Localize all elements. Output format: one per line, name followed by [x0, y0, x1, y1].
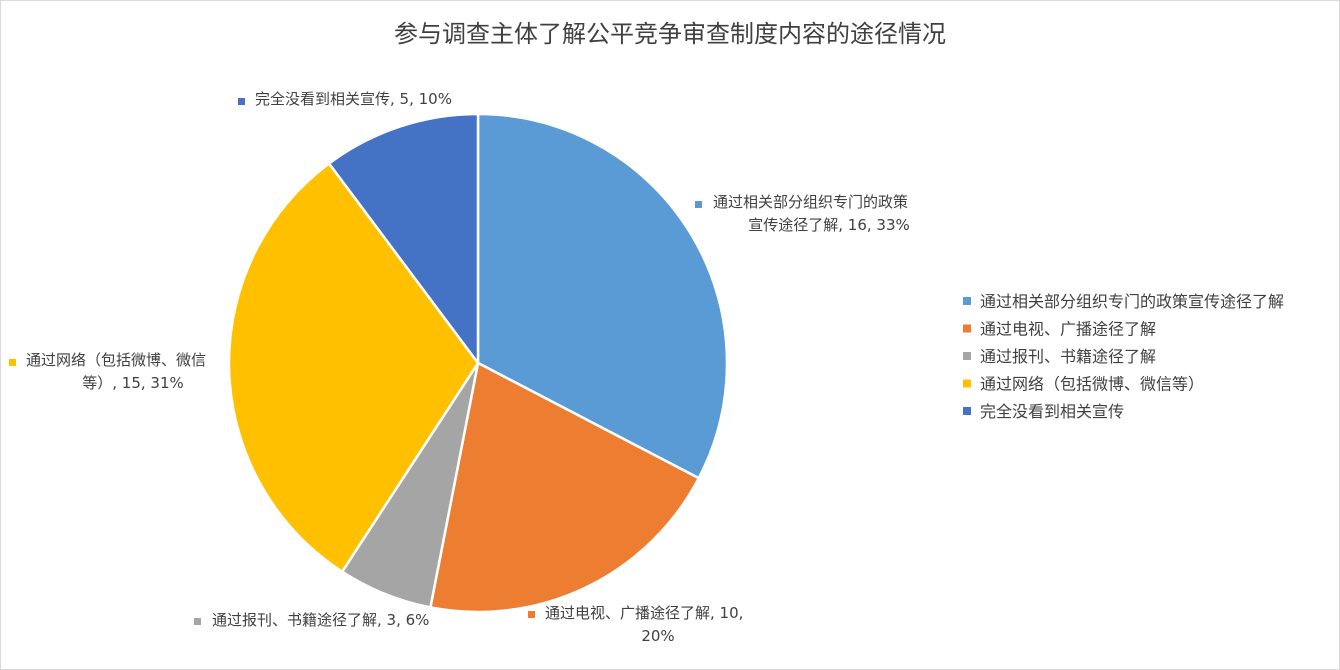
data-label-1-line-1: 通过相关部分组织专门的政策	[713, 193, 908, 211]
chart-title: 参与调查主体了解公平竞争审查制度内容的途径情况	[394, 20, 946, 48]
legend-label-5: 完全没看到相关宣传	[980, 402, 1124, 421]
data-label-marker-3	[194, 618, 201, 625]
pie-slice-2	[429, 361, 701, 614]
legend-marker-3	[963, 352, 971, 360]
legend-label-1: 通过相关部分组织专门的政策宣传途径了解	[980, 292, 1284, 311]
data-label-marker-4	[9, 359, 16, 366]
legend-label-3: 通过报刊、书籍途径了解	[980, 347, 1156, 366]
data-label-marker-5	[238, 98, 245, 105]
data-label-3-line-1: 通过报刊、书籍途径了解, 3, 6%	[212, 611, 429, 629]
data-label-2-line-2: 20%	[641, 627, 674, 645]
data-label-1-line-2: 宣传途径了解, 16, 33%	[748, 216, 910, 234]
data-label-marker-1	[695, 201, 702, 208]
pie-slice-4	[227, 162, 480, 573]
data-label-5-line-1: 完全没看到相关宣传, 5, 10%	[255, 90, 452, 108]
legend-marker-2	[963, 324, 971, 333]
pie-slice-1	[476, 112, 729, 480]
legend-label-2: 通过电视、广播途径了解	[980, 320, 1156, 339]
data-label-2-line-1: 通过电视、广播途径了解, 10,	[545, 604, 743, 622]
legend-marker-1	[963, 297, 971, 305]
data-label-4-line-1: 通过网络（包括微博、微信	[26, 351, 206, 369]
data-label-4-line-2: 等）, 15, 31%	[82, 374, 184, 392]
legend-marker-4	[963, 379, 971, 388]
pie-slice-5	[327, 112, 480, 365]
legend-marker-5	[963, 407, 971, 415]
legend-label-4: 通过网络（包括微博、微信等）	[980, 375, 1204, 394]
data-label-marker-2	[528, 611, 535, 618]
